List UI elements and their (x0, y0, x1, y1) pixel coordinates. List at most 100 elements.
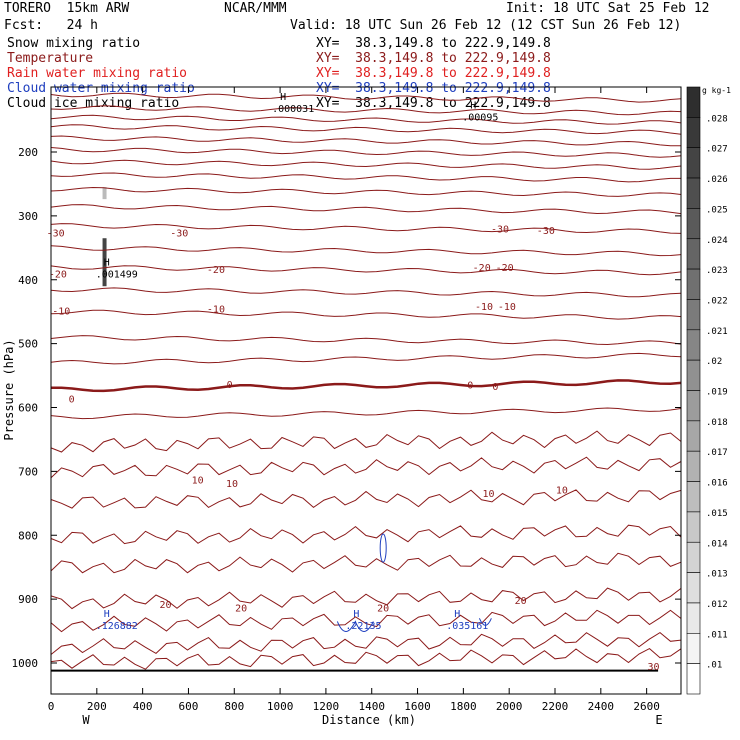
isotherm-line (51, 379, 682, 393)
colorbar-tick-label: .024 (706, 236, 728, 246)
west-label: W (82, 713, 90, 727)
y-tick-label: 400 (18, 274, 38, 287)
isotherm-label: -20 (473, 263, 491, 274)
colorbar-cell (686, 602, 701, 634)
x-tick-label: 2000 (496, 700, 523, 713)
isotherm-label: 10 (226, 479, 238, 490)
cloud-water-contours (336, 533, 492, 632)
colorbar-cell (686, 632, 701, 664)
isotherm-line (50, 407, 682, 420)
colorbar: .028 .027 .026 .025 .024 .023 .022 .021 .02 .019.… (686, 86, 728, 695)
model-title: TORERO 15km ARW (4, 1, 130, 16)
colorbar-tick-label: .025 (706, 205, 728, 215)
isotherm-line (50, 172, 681, 183)
maximum-marker: H (280, 92, 286, 103)
isotherm-line (50, 265, 682, 276)
y-tick-label: 900 (18, 593, 38, 606)
y-tick-label: 1000 (12, 657, 39, 670)
org-label: NCAR/MMM (224, 1, 287, 16)
x-tick-label: 1000 (267, 700, 294, 713)
colorbar-tick-label: .02 (706, 357, 722, 367)
isotherm-line (50, 587, 682, 610)
snow-shading (102, 187, 107, 200)
maximum-value: .126882 (96, 621, 138, 632)
cloud-water-contour (336, 620, 374, 632)
maximum-marker: H (104, 257, 110, 268)
isotherm-label: 20 (515, 596, 527, 607)
isotherm-label: -20 (207, 265, 225, 276)
x-tick-label: 2400 (588, 700, 615, 713)
maximum-value: .22135 (345, 621, 381, 632)
isotherm-label: -20 (496, 263, 514, 274)
colorbar-cell (686, 511, 701, 543)
x-tick-label: 600 (179, 700, 199, 713)
east-label: E (655, 713, 662, 727)
x-tick-label: 1400 (358, 700, 385, 713)
plot-frame (50, 86, 682, 695)
maximum-marker: H (353, 609, 359, 620)
isotherm-label: 10 (483, 489, 495, 500)
colorbar-cell (686, 117, 701, 148)
field-xy-2: XY= 38.3,149.8 to 222.9,149.8 (316, 66, 551, 81)
isotherm-line (50, 309, 682, 320)
isotherm-line (50, 609, 682, 633)
isotherm-line (50, 456, 682, 479)
x-tick-label: 1800 (450, 700, 477, 713)
isotherm-label: -30 (491, 225, 509, 236)
colorbar-cell (686, 238, 701, 270)
isotherm-label: -30 (47, 228, 65, 239)
maximum-value: .035161 (446, 621, 488, 632)
colorbar-tick-label: .013 (706, 570, 728, 580)
colorbar-cell (686, 572, 701, 604)
isotherm-line (50, 92, 682, 103)
colorbar-tick-label: .027 (706, 145, 728, 155)
temperature-contours (50, 92, 682, 672)
x-tick-label: 2200 (542, 700, 569, 713)
colorbar-tick-label: .012 (706, 600, 728, 610)
isotherm-label: 0 (227, 380, 233, 391)
colorbar-cell (686, 420, 701, 452)
isotherm-label: 10 (192, 476, 204, 487)
isotherm-line (50, 524, 682, 545)
isotherm-line (50, 631, 682, 655)
colorbar-cell (686, 481, 701, 513)
field-name-0: Snow mixing ratio (7, 36, 141, 51)
colorbar-tick-label: .014 (706, 539, 728, 549)
isotherm-label: -30 (170, 228, 188, 239)
valid-time: Valid: 18 UTC Sun 26 Feb 12 (12 CST Sun … (290, 18, 682, 33)
isotherm-label: 20 (160, 600, 172, 611)
colorbar-tick-label: .022 (706, 296, 728, 306)
cloud-water-contour (379, 533, 387, 563)
isotherm-line (50, 352, 682, 365)
isotherm-label: 0 (467, 381, 473, 392)
y-tick-label: 500 (18, 338, 38, 351)
x-tick-label: 1200 (313, 700, 340, 713)
isotherm-label: -10 (207, 304, 225, 315)
colorbar-cell (686, 359, 701, 391)
maxima-labels: H.000031H.001499H.126882H.22135H.035161H… (96, 92, 499, 632)
isotherm-label: -10 (498, 302, 516, 313)
colorbar-cell (686, 208, 701, 240)
isotherm-label: 30 (647, 662, 659, 673)
isotherm-line (50, 552, 682, 574)
field-xy-1: XY= 38.3,149.8 to 222.9,149.8 (316, 51, 551, 66)
colorbar-unit: g kg-1 (702, 86, 731, 95)
isotherm-line (50, 489, 682, 509)
colorbar-tick-label: .026 (706, 175, 728, 185)
colorbar-cell (686, 390, 701, 422)
y-tick-label: 300 (18, 210, 38, 223)
isotherm-label: 0 (492, 382, 498, 393)
maximum-value: .001499 (96, 269, 138, 280)
y-tick-label: 800 (18, 529, 38, 542)
isotherm-line (50, 430, 682, 453)
colorbar-tick-label: .017 (706, 448, 728, 458)
isotherm-line (50, 287, 682, 298)
init-time: Init: 18 UTC Sat 25 Feb 12 (506, 1, 710, 16)
colorbar-cell (686, 268, 701, 300)
isotherm-line (50, 186, 682, 197)
forecast-hour: Fcst: 24 h (4, 18, 98, 33)
isotherm-line (50, 135, 681, 147)
isotherm-line (50, 159, 682, 170)
maximum-marker: H (104, 609, 110, 620)
colorbar-tick-label: .016 (706, 479, 728, 489)
